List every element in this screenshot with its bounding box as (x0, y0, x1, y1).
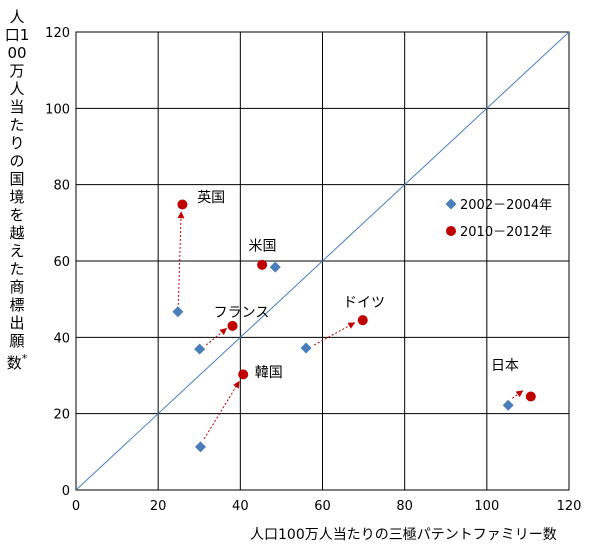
legend-marker (445, 198, 457, 210)
country-label: 日本 (491, 358, 519, 374)
point-2002-2004 (194, 343, 206, 355)
tick-labels: 0 20 40 60 80 100 120 0 20 40 60 80 100 120 (45, 26, 581, 514)
x-tick-label: 80 (396, 499, 413, 514)
legend-label: 2010－2012年 (460, 225, 552, 240)
point-2010-2012 (357, 315, 368, 326)
x-tick-label: 20 (150, 499, 167, 514)
y-tick-label: 120 (45, 26, 70, 41)
y-tick-label: 100 (45, 102, 70, 117)
y-axis-label: 人口100万人当たりの国境を越えた商標出願数* (4, 8, 30, 372)
x-tick-label: 100 (474, 499, 499, 514)
diagonal-line (75, 31, 570, 491)
y-tick-label: 60 (53, 255, 70, 270)
legend: 2002－2004年 2010－2012年 (445, 198, 552, 240)
x-tick-label: 40 (232, 499, 249, 514)
country-label: 韓国 (255, 365, 283, 381)
legend-label: 2002－2004年 (460, 198, 552, 213)
change-arrow (512, 390, 524, 399)
y-tick-label: 20 (53, 408, 70, 423)
diagonal-line-group (75, 31, 570, 491)
legend-marker (446, 226, 456, 236)
point-2010-2012 (525, 391, 536, 402)
change-arrow (203, 380, 240, 440)
x-tick-label: 120 (557, 499, 582, 514)
x-tick-label: 60 (314, 499, 331, 514)
arrow-group (177, 211, 524, 440)
country-label: 米国 (249, 238, 277, 254)
y-tick-label: 40 (53, 331, 70, 346)
country-label: ドイツ (343, 295, 385, 311)
x-axis-label: 人口100万人当たりの三極パテントファミリー数 (250, 527, 557, 543)
change-arrow (314, 322, 356, 346)
data-points (172, 199, 536, 453)
point-2002-2004 (194, 441, 206, 453)
point-2010-2012 (257, 259, 268, 270)
point-2002-2004 (172, 306, 184, 318)
point-2010-2012 (227, 320, 238, 331)
point-2002-2004 (269, 261, 281, 273)
point-2010-2012 (238, 369, 249, 380)
y-tick-label: 80 (53, 179, 70, 194)
change-arrow (177, 211, 185, 305)
y-tick-label: 0 (62, 484, 70, 499)
point-2002-2004 (300, 342, 312, 354)
point-2010-2012 (177, 199, 188, 210)
country-label: フランス (214, 305, 270, 321)
x-tick-label: 0 (72, 499, 80, 514)
change-arrow (205, 328, 228, 346)
point-2002-2004 (502, 399, 514, 411)
country-label: 英国 (197, 189, 225, 206)
